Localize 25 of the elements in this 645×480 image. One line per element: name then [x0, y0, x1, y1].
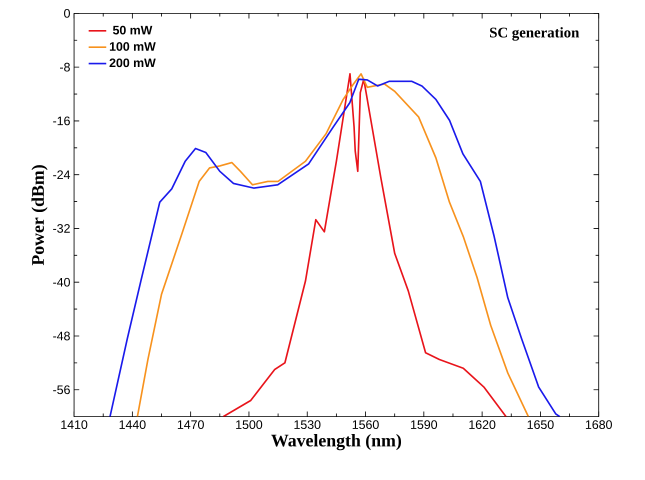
x-tick-label: 1530: [294, 420, 320, 429]
legend-label: 100 mW: [110, 42, 156, 51]
y-tick-label: -48: [53, 331, 70, 340]
x-tick-label: 1500: [236, 420, 262, 429]
y-tick-label: -56: [53, 385, 70, 394]
x-tick-label: 1560: [352, 420, 379, 429]
y-axis-title: Power (dBm): [31, 164, 48, 266]
legend-label: 50 mW: [112, 26, 152, 34]
legend-label: 200 mW: [110, 58, 156, 67]
y-tick-label: -24: [53, 170, 70, 179]
x-tick-label: 1680: [586, 420, 612, 429]
y-tick-label: 0: [64, 8, 70, 18]
x-tick-label: 1410: [61, 420, 88, 429]
x-tick-label: 1650: [528, 420, 554, 429]
x-tick-label: 1620: [469, 420, 496, 429]
annotation: SC generation: [490, 26, 580, 40]
y-tick-label: -40: [53, 278, 70, 286]
x-tick-label: 1590: [411, 420, 438, 429]
line-series: [222, 72, 507, 416]
y-tick-label: -16: [53, 116, 70, 126]
x-tick-label: 1470: [178, 420, 204, 429]
y-tick-label: -8: [60, 62, 70, 72]
y-tick-label: -32: [53, 224, 70, 233]
x-axis-title: Wavelength (nm): [271, 434, 402, 450]
x-tick-label: 1440: [120, 420, 146, 429]
